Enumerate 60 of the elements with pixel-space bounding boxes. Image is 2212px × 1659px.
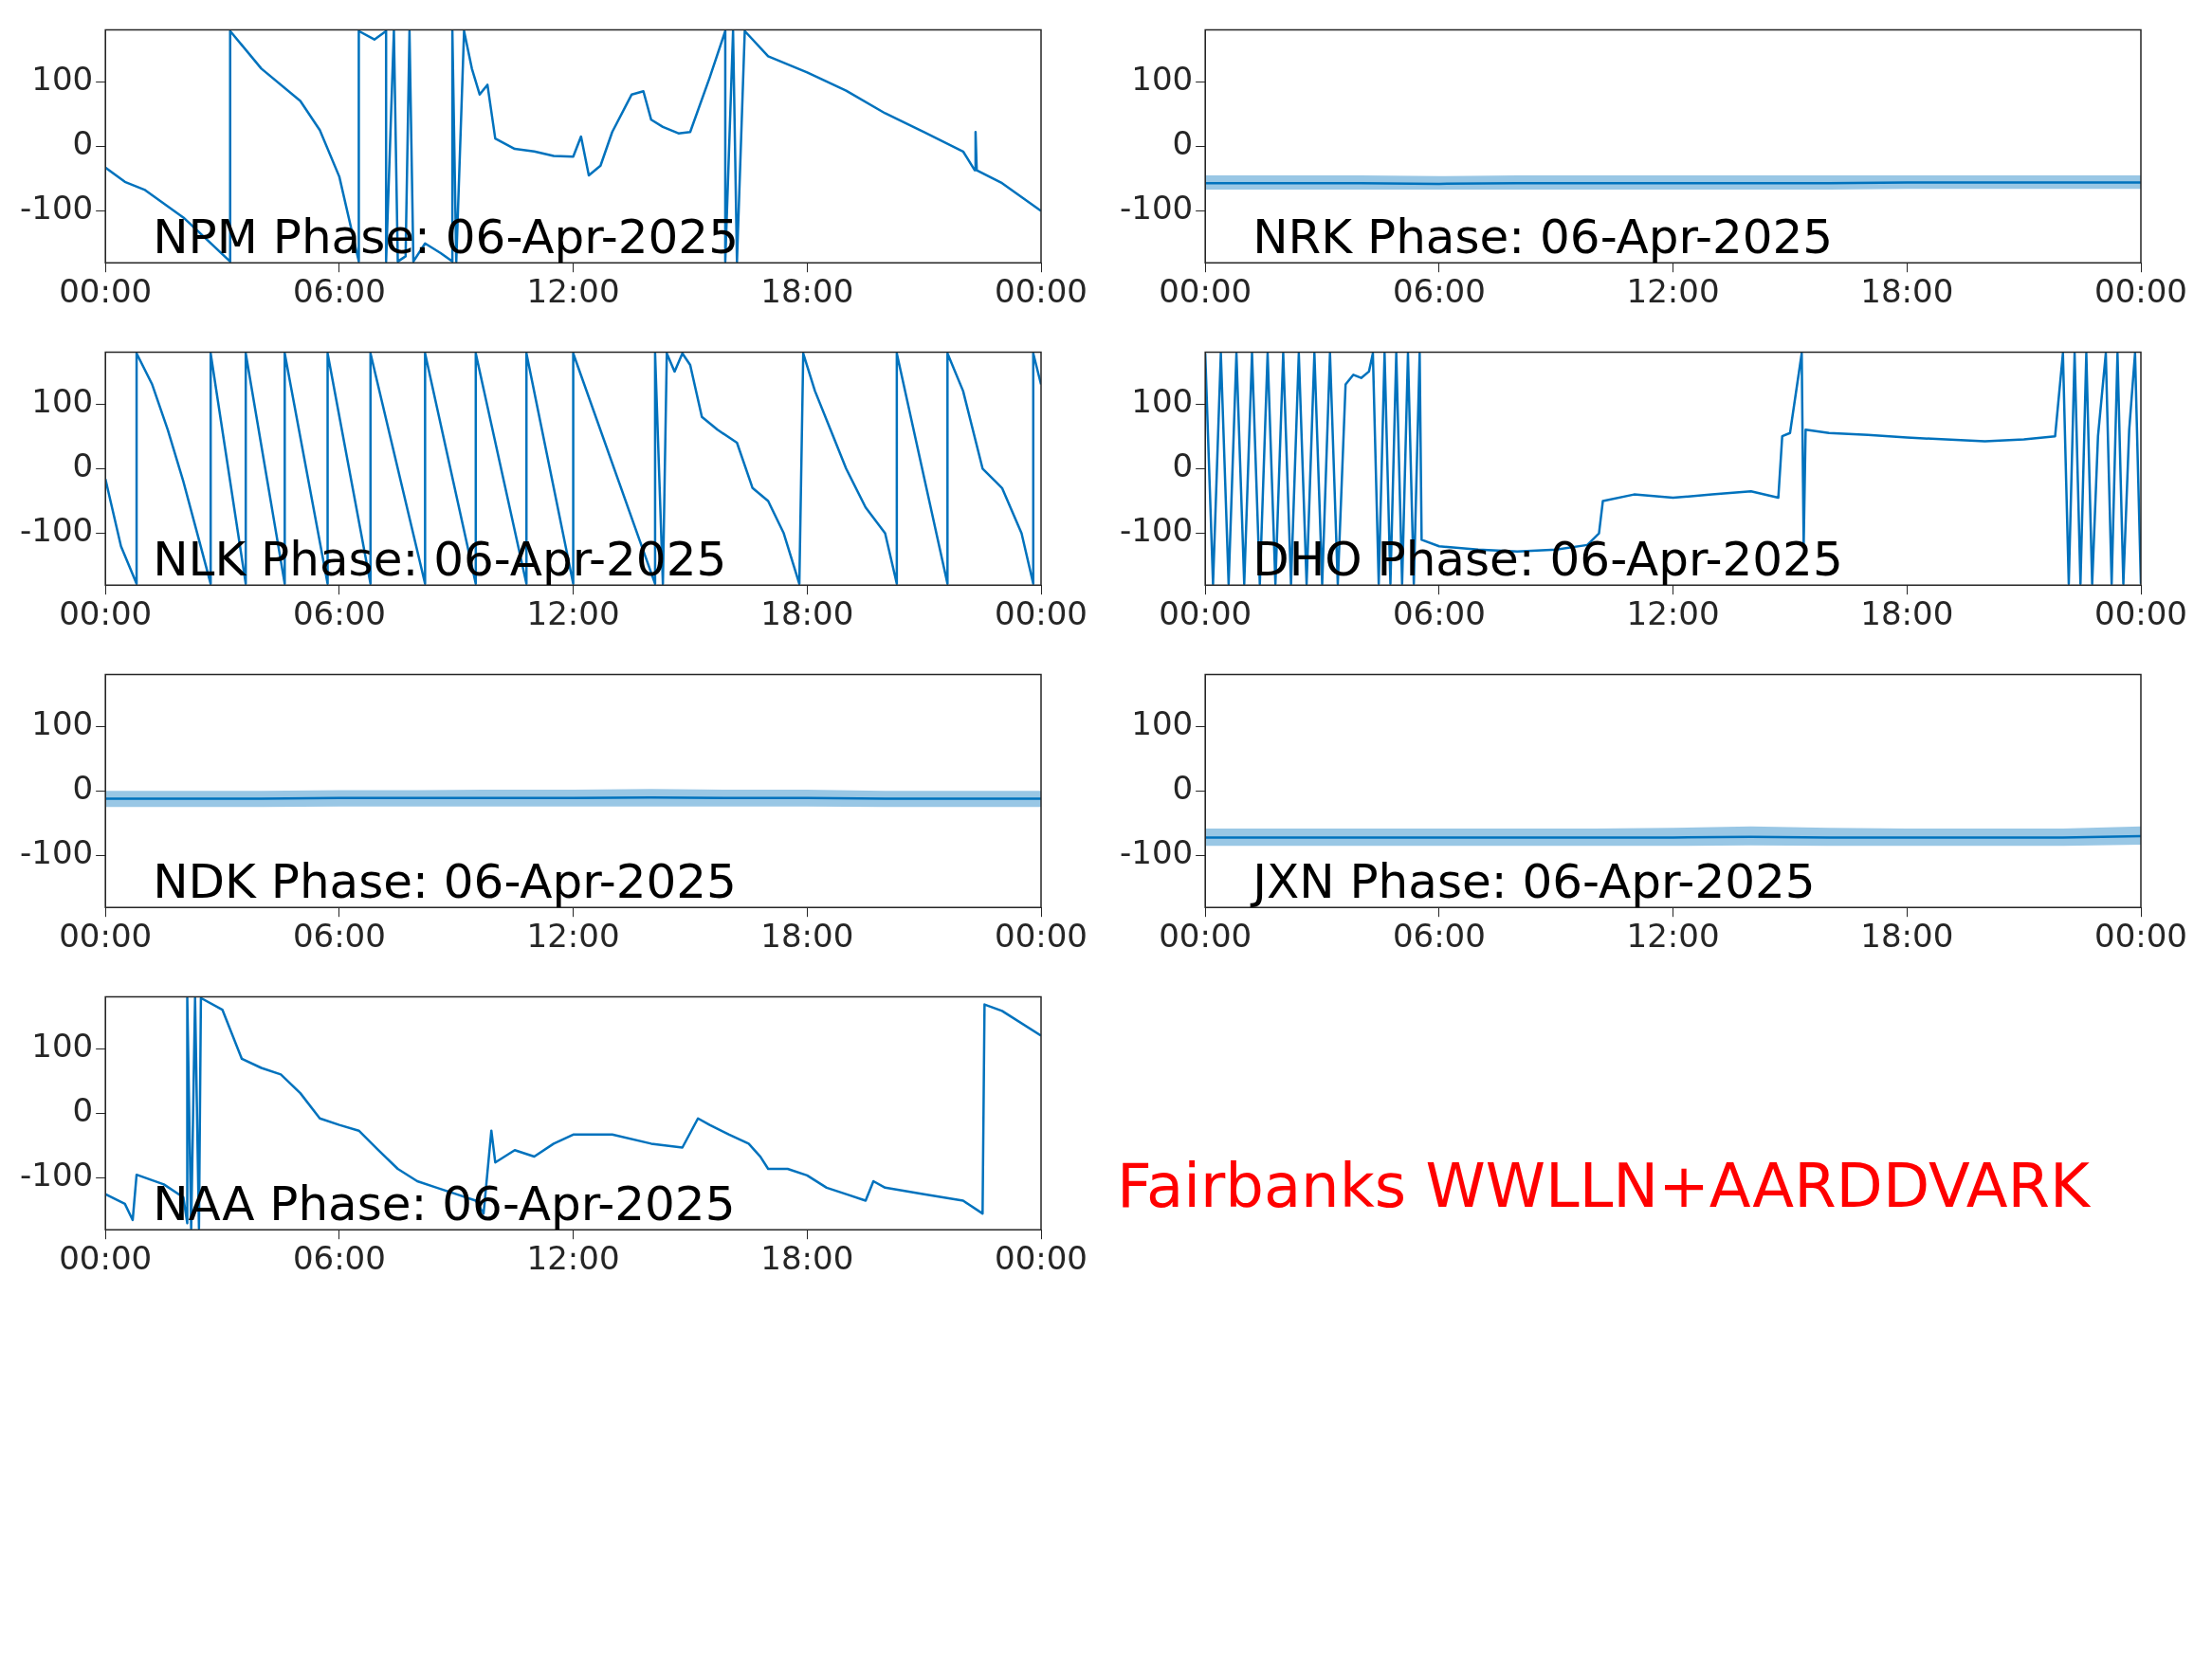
y-tick-label: -100 — [19, 1156, 94, 1194]
text: NRK Phase: 06-Apr-2025 — [1252, 210, 1834, 265]
x-tick-label: 18:00 — [760, 1239, 854, 1278]
y-tick-label: 100 — [1131, 381, 1194, 420]
text: NDK Phase: 06-Apr-2025 — [153, 854, 737, 910]
x-tick-label: 12:00 — [526, 917, 620, 956]
y-tick-label: -100 — [19, 833, 94, 872]
x-tick-label: 00:00 — [2094, 917, 2187, 956]
y-tick-label: 0 — [72, 1091, 94, 1130]
y-tick-label: 0 — [72, 124, 94, 163]
y-tick-label: -100 — [19, 511, 94, 550]
y-tick-label: 0 — [72, 447, 94, 485]
x-tick-label: 06:00 — [1392, 272, 1486, 311]
x-tick-label: 12:00 — [1626, 917, 1720, 956]
x-tick-label: 00:00 — [2094, 594, 2187, 633]
x-tick-label: 00:00 — [1159, 917, 1252, 956]
x-tick-label: 00:00 — [59, 917, 153, 956]
x-tick-label: 06:00 — [292, 594, 386, 633]
y-tick-label: 100 — [31, 59, 94, 98]
x-tick-label: 00:00 — [59, 272, 153, 311]
y-tick-label: 100 — [31, 703, 94, 742]
y-tick-label: -100 — [1119, 189, 1194, 228]
x-tick-label: 06:00 — [292, 272, 386, 311]
y-tick-label: 0 — [72, 769, 94, 808]
text: JXN Phase: 06-Apr-2025 — [1250, 854, 1816, 910]
x-tick-label: 00:00 — [2094, 272, 2187, 311]
x-tick-label: 00:00 — [59, 594, 153, 633]
x-tick-label: 06:00 — [292, 1239, 386, 1278]
text: Fairbanks WWLLN+AARDDVARK — [1117, 1151, 2090, 1221]
x-tick-label: 18:00 — [760, 272, 854, 311]
x-tick-label: 12:00 — [526, 594, 620, 633]
x-tick-label: 00:00 — [995, 272, 1088, 311]
y-tick-label: 100 — [1131, 59, 1194, 98]
x-tick-label: 12:00 — [526, 1239, 620, 1278]
x-tick-label: 00:00 — [1159, 272, 1252, 311]
y-tick-label: 100 — [31, 381, 94, 420]
y-tick-label: 0 — [1172, 769, 1194, 808]
x-tick-label: 06:00 — [1392, 594, 1486, 633]
x-tick-label: 12:00 — [1626, 272, 1720, 311]
y-tick-label: 100 — [1131, 703, 1194, 742]
x-tick-label: 00:00 — [1159, 594, 1252, 633]
x-tick-label: 06:00 — [292, 917, 386, 956]
x-tick-label: 18:00 — [1860, 272, 1954, 311]
y-tick-label: 0 — [1172, 447, 1194, 485]
y-tick-label: -100 — [19, 189, 94, 228]
x-tick-label: 00:00 — [59, 1239, 153, 1278]
x-tick-label: 18:00 — [1860, 594, 1954, 633]
y-tick-label: 0 — [1172, 124, 1194, 163]
x-tick-label: 18:00 — [1860, 917, 1954, 956]
x-tick-label: 06:00 — [1392, 917, 1486, 956]
x-tick-label: 18:00 — [760, 917, 854, 956]
y-tick-label: 100 — [31, 1026, 94, 1065]
x-tick-label: 12:00 — [526, 272, 620, 311]
x-tick-label: 00:00 — [995, 594, 1088, 633]
y-tick-label: -100 — [1119, 833, 1194, 872]
x-tick-label: 18:00 — [760, 594, 854, 633]
x-tick-label: 12:00 — [1626, 594, 1720, 633]
x-tick-label: 00:00 — [995, 917, 1088, 956]
x-tick-label: 00:00 — [995, 1239, 1088, 1278]
y-tick-label: -100 — [1119, 511, 1194, 550]
